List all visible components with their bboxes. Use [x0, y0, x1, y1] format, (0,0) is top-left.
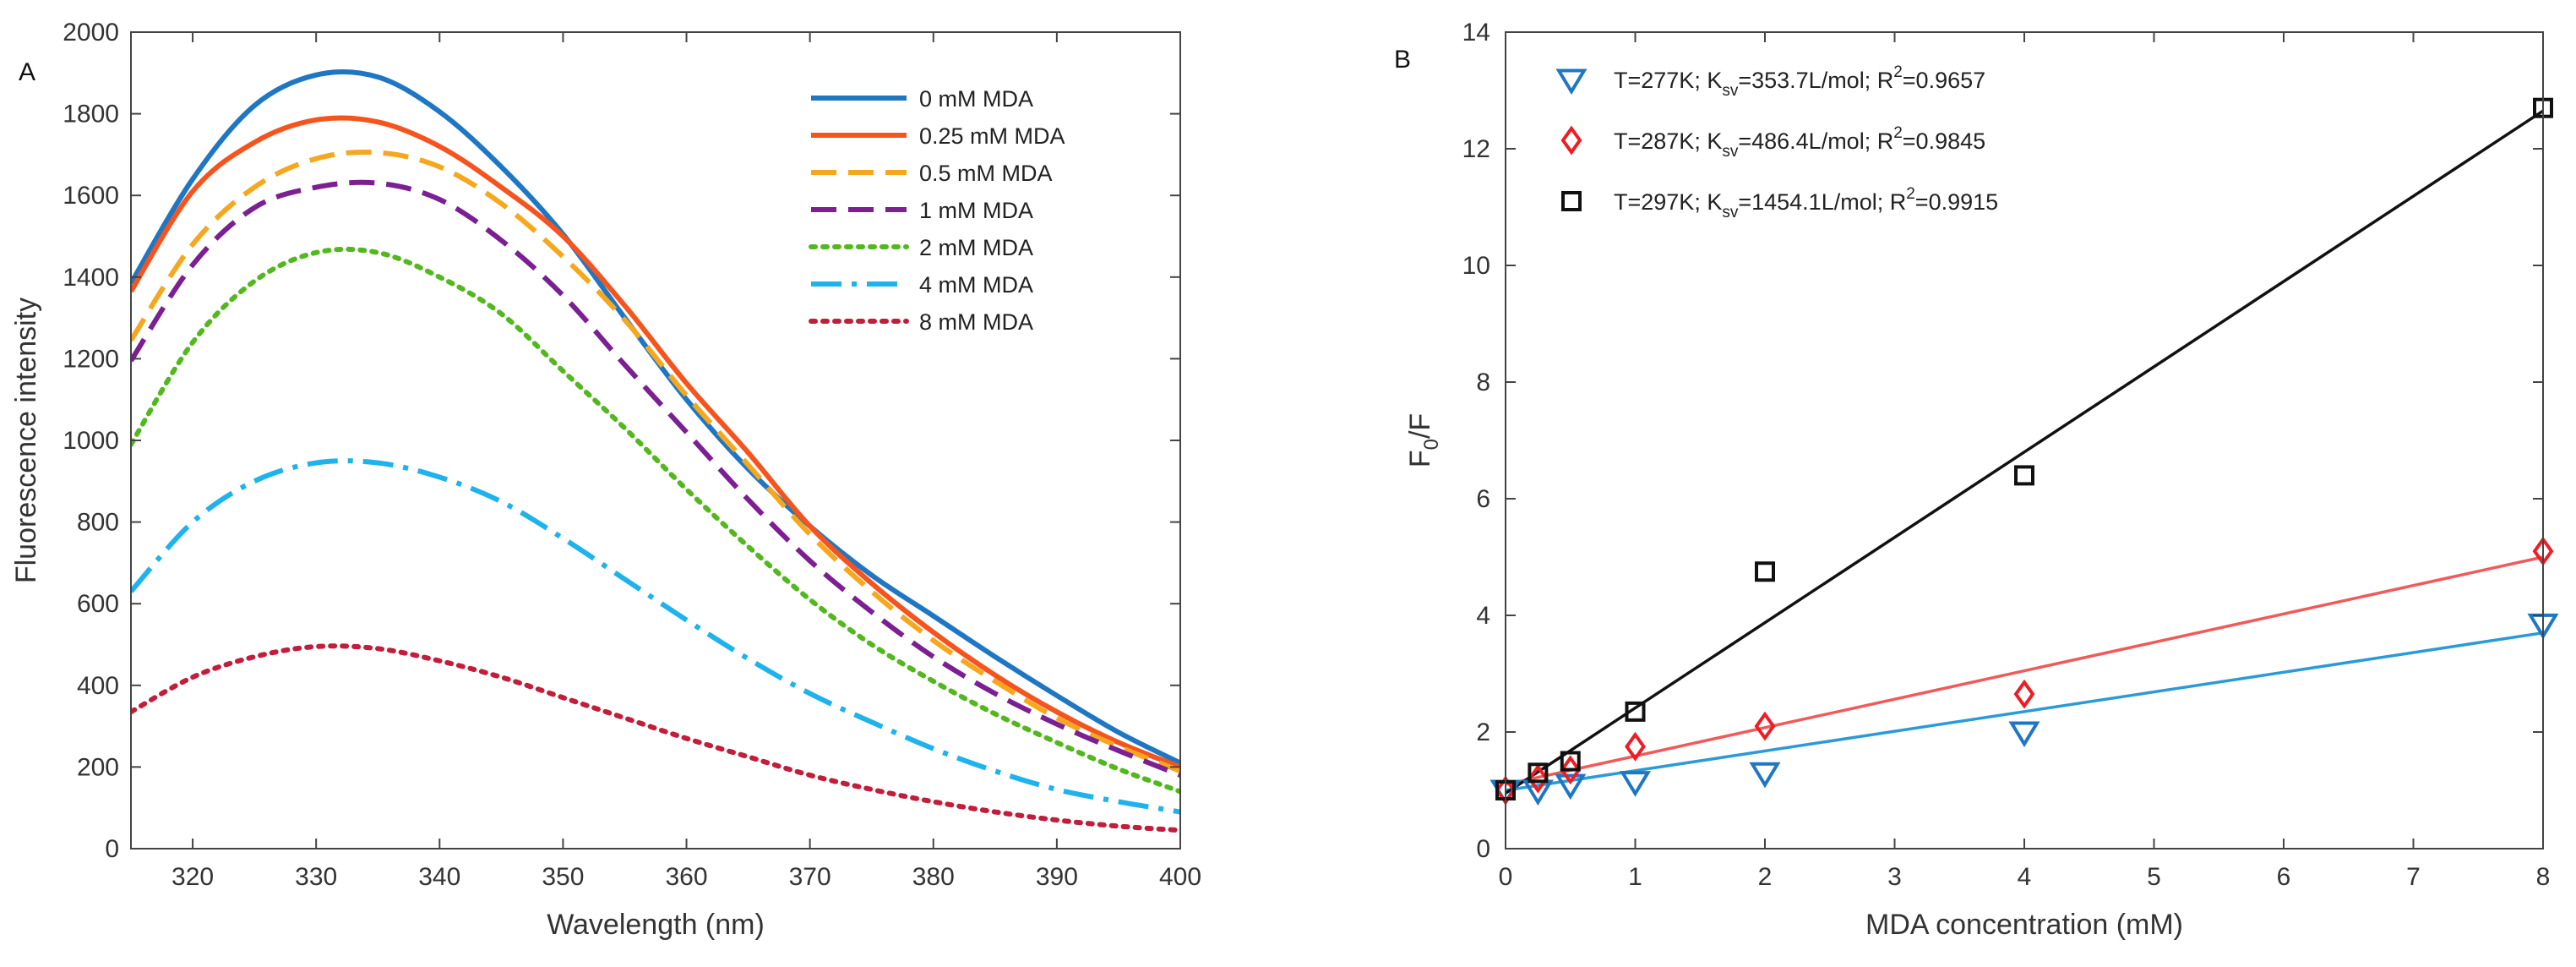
y-tick-label: 6 — [1476, 485, 1490, 513]
legend-marker — [1561, 191, 1582, 211]
x-tick-label: 0 — [1499, 863, 1513, 891]
series-line-8-mm-mda — [131, 643, 1180, 833]
x-tick-label: 340 — [418, 863, 460, 891]
fit-line — [1505, 555, 2544, 786]
x-tick-label: 7 — [2406, 863, 2421, 891]
data-point-diamond — [1560, 755, 1582, 785]
y-tick-label: 2000 — [63, 19, 119, 46]
data-point-diamond — [2013, 679, 2035, 709]
y-tick-label: 10 — [1462, 252, 1490, 280]
legend-label: T=277K; Ksv=353.7L/mol; R2=0.9657 — [1614, 63, 1985, 100]
x-tick-label: 390 — [1036, 863, 1078, 891]
data-point-square — [2014, 465, 2034, 486]
legend-label: T=297K; Ksv=1454.1L/mol; R2=0.9915 — [1614, 185, 1998, 221]
data-point-triangle-down — [1749, 762, 1781, 789]
y-tick-label: 0 — [1476, 835, 1490, 863]
x-tick-label: 380 — [912, 863, 955, 891]
y-tick-label: 1800 — [63, 101, 119, 128]
legend-marker — [1560, 125, 1582, 156]
data-point-diamond — [1754, 711, 1776, 741]
data-point-square — [1625, 701, 1646, 722]
data-point-diamond — [1625, 731, 1646, 762]
y-tick-label: 8 — [1476, 369, 1490, 396]
x-tick-label: 350 — [542, 863, 584, 891]
series-line-0.25-mm-mda — [131, 115, 1180, 770]
y-axis-label: Fluorescence intensity — [10, 298, 42, 583]
fit-line — [1505, 631, 2544, 792]
y-tick-label: 1000 — [63, 427, 119, 455]
legend-label: 0 mM MDA — [919, 86, 1033, 112]
x-axis-label: Wavelength (nm) — [547, 909, 765, 941]
data-point-diamond — [1527, 763, 1549, 794]
x-axis-label: MDA concentration (mM) — [1865, 909, 2183, 941]
x-tick-label: 4 — [2018, 863, 2032, 891]
data-point-square — [1528, 762, 1549, 784]
y-tick-label: 200 — [77, 753, 119, 781]
series-line-0-mm-mda — [131, 69, 1180, 766]
x-tick-label: 320 — [172, 863, 214, 891]
x-tick-label: 5 — [2147, 863, 2161, 891]
panel-label: B — [1394, 46, 1411, 74]
y-tick-label: 600 — [77, 590, 119, 618]
x-tick-label: 370 — [789, 863, 831, 891]
chart-panel-b: T=277K; Ksv=353.7L/mol; R2=0.9657 T=287K;… — [1394, 19, 2559, 941]
series-line-0.5-mm-mda — [131, 149, 1180, 774]
data-point-square — [1560, 751, 1581, 772]
x-tick-label: 2 — [1758, 863, 1773, 891]
legend-label: 0.25 mM MDA — [919, 123, 1065, 149]
y-tick-label: 1400 — [63, 264, 119, 292]
x-tick-label: 1 — [1628, 863, 1642, 891]
legend-label: 4 mM MDA — [919, 272, 1033, 298]
x-tick-label: 6 — [2277, 863, 2291, 891]
legend-label: 8 mM MDA — [919, 309, 1033, 335]
y-tick-label: 14 — [1462, 19, 1490, 46]
x-tick-label: 3 — [1887, 863, 1902, 891]
y-axis-label: F0/F — [1404, 413, 1443, 467]
panel-label: A — [19, 58, 35, 86]
x-tick-label: 330 — [295, 863, 337, 891]
y-tick-label: 2 — [1476, 718, 1490, 746]
y-tick-label: 12 — [1462, 135, 1490, 163]
legend-label: T=287K; Ksv=486.4L/mol; R2=0.9845 — [1614, 124, 1985, 161]
y-tick-label: 400 — [77, 672, 119, 700]
data-point-square — [1755, 561, 1775, 582]
legend-label: 1 mM MDA — [919, 198, 1033, 223]
chart-panel-a: 0 mM MDA 0.25 mM MDA 0.5 mM MDA 1 mM MDA 2 m… — [10, 19, 1201, 941]
series-line-4-mm-mda — [131, 458, 1180, 815]
data-point-triangle-down — [2008, 721, 2040, 748]
series-line-1-mm-mda — [131, 179, 1180, 778]
legend-label: 0.5 mM MDA — [919, 161, 1053, 186]
fit-line — [1505, 109, 2544, 795]
x-tick-label: 8 — [2536, 863, 2551, 891]
x-tick-label: 360 — [665, 863, 707, 891]
plot-frame — [1505, 31, 2544, 850]
legend-label: 2 mM MDA — [919, 235, 1033, 260]
y-tick-label: 4 — [1476, 602, 1490, 630]
data-point-triangle-down — [1555, 773, 1587, 800]
x-tick-label: 400 — [1159, 863, 1201, 891]
data-point-triangle-down — [1619, 771, 1652, 797]
series-line-2-mm-mda — [131, 246, 1180, 795]
y-tick-label: 1200 — [63, 345, 119, 373]
y-tick-label: 0 — [105, 835, 119, 863]
y-tick-label: 1600 — [63, 182, 119, 210]
y-tick-label: 800 — [77, 509, 119, 537]
legend-marker — [1555, 68, 1588, 96]
